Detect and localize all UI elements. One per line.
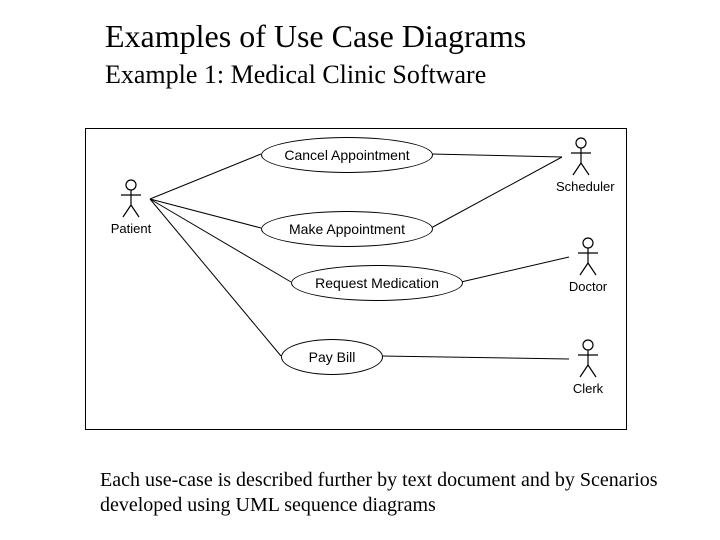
usecase-label-pay: Pay Bill [309,349,356,365]
use-case-diagram: Patient Scheduler Doctor Clerk Cancel Appoin… [85,128,627,430]
actor-label-scheduler: Scheduler [556,179,606,194]
edge-clerk-pay [381,356,569,359]
edge-patient-make [150,199,261,228]
usecase-label-cancel: Cancel Appointment [284,147,409,163]
page-subtitle: Example 1: Medical Clinic Software [105,60,486,90]
usecase-label-make: Make Appointment [289,221,405,237]
usecase-make: Make Appointment [261,211,433,247]
usecase-label-request: Request Medication [315,275,439,291]
usecase-cancel: Cancel Appointment [261,137,433,173]
edge-scheduler-make [431,157,562,228]
actor-doctor: Doctor [563,237,613,307]
usecase-request: Request Medication [291,265,463,301]
edge-patient-cancel [150,154,261,199]
page-title: Examples of Use Case Diagrams [0,18,720,55]
actor-clerk: Clerk [563,339,613,409]
actor-scheduler: Scheduler [556,137,606,207]
edge-scheduler-cancel [431,154,562,157]
actor-label-doctor: Doctor [563,279,613,294]
edge-doctor-request [461,257,569,282]
footer-text: Each use-case is described further by te… [100,468,660,518]
actor-label-clerk: Clerk [563,381,613,396]
usecase-pay: Pay Bill [281,339,383,375]
actor-patient: Patient [106,179,156,249]
actor-label-patient: Patient [106,221,156,236]
edge-patient-request [150,199,291,282]
edge-patient-pay [150,199,281,356]
